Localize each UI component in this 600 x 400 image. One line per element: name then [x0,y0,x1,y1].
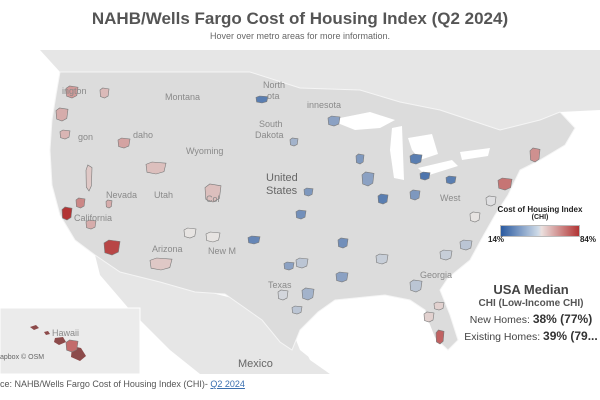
metro-area-memphis[interactable] [335,271,349,283]
metro-area-reno[interactable] [85,164,93,192]
state-label-minnesota: innesota [307,100,342,110]
median-subheading: CHI (Low-Income CHI) [478,298,584,309]
state-label-new-mexico: New M [208,246,237,256]
metro-area-charlotte[interactable] [439,249,453,261]
state-label-hawaii: Hawaii [52,328,80,338]
metro-area-fargo[interactable] [255,95,269,104]
metro-area-wichita[interactable] [247,235,261,245]
state-label-wyoming: Wyoming [186,146,224,156]
country-label-us-2: States [266,185,298,197]
country-label-us-1: United [266,172,298,184]
state-label-south-dakota-2: Dakota [255,130,284,140]
source-text: ce: NAHB/Wells Fargo Cost of Housing Ind… [0,379,211,389]
source-link[interactable]: Q2 2024 [210,379,245,389]
median-new-label: New Homes: [469,314,530,326]
metro-area-chicago[interactable] [361,171,375,187]
metro-area-cleveland[interactable] [419,171,431,181]
metro-area-tucson[interactable] [183,227,197,239]
metro-area-pittsburgh[interactable] [445,175,457,185]
country-label-mexico: Mexico [238,358,273,370]
metro-area-boise[interactable] [117,137,131,149]
state-label-california: California [74,213,113,223]
metro-area-houston[interactable] [301,287,315,301]
state-label-north-dakota-1: North [263,80,286,90]
metro-area-honolulu[interactable] [65,339,79,353]
state-label-washington: ington [62,86,87,96]
metro-area-tampa[interactable] [423,311,435,323]
metro-area-columbus[interactable] [409,189,421,201]
state-label-north-dakota-2: ota [267,91,280,101]
metro-area-los-angeles[interactable] [103,239,121,256]
metro-area-seattle[interactable] [65,85,79,99]
state-label-south-dakota-1: South [259,119,283,129]
metro-area-new-york[interactable] [497,177,513,191]
metro-area-sacramento[interactable] [75,197,86,209]
metro-area-minneapolis[interactable] [327,115,341,127]
state-label-texas: Texas [268,280,292,290]
metro-area-raleigh[interactable] [459,239,473,251]
page-title: NAHB/Wells Fargo Cost of Housing Index (… [91,9,509,28]
metro-area-omaha[interactable] [303,187,314,197]
map-credit[interactable]: apbox © OSM [0,354,45,361]
legend: Cost of Housing Index (CHI) 14% 84% [484,205,596,244]
metro-area-las-vegas[interactable] [105,199,113,209]
mexico-land [95,255,330,374]
metro-area-sioux-falls[interactable] [289,137,299,147]
state-label-west-virginia: West [440,193,461,203]
canada-land [40,50,600,130]
metro-area-boston[interactable] [529,147,541,163]
median-existing-value: 39% (79... [543,329,598,343]
metro-area-philadelphia[interactable] [485,195,497,207]
state-label-nevada: Nevada [106,190,138,200]
legend-title: Cost of Housing Index [497,205,583,214]
metro-area-orlando[interactable] [433,301,445,311]
state-label-oregon: gon [78,132,94,142]
gulf-of-mexico [300,300,440,374]
state-label-idaho: daho [133,130,154,140]
legend-gradient-bar [500,225,580,237]
metro-area-washington-dc[interactable] [469,211,481,223]
metro-area-oklahoma-city[interactable] [283,261,295,271]
page-subtitle: Hover over metro areas for more informat… [209,31,391,41]
median-new-homes-row: New Homes: 38% (77%) [462,312,600,326]
state-label-arizona: Arizona [152,244,183,254]
state-label-montana: Montana [165,92,201,102]
metro-area-spokane[interactable] [99,87,110,99]
state-label-georgia: Georgia [420,270,453,280]
metro-area-san-antonio[interactable] [291,305,303,315]
legend-max-label: 84% [579,235,596,244]
metro-area-detroit[interactable] [409,153,423,165]
metro-area-milwaukee[interactable] [355,153,365,165]
metro-area-indianapolis[interactable] [377,193,389,205]
metro-area-denver[interactable] [204,183,222,203]
state-label-colorado: Col [206,194,220,204]
metro-area-eugene[interactable] [59,129,71,140]
metro-area-atlanta[interactable] [409,279,423,293]
metro-area-san-francisco[interactable] [61,206,73,221]
state-label-utah: Utah [154,190,174,200]
great-lakes [330,112,490,180]
metro-map[interactable]: ington Montana North ota innesota South … [0,50,600,374]
metro-area-phoenix[interactable] [149,257,173,271]
metro-area-portland[interactable] [55,107,69,122]
metro-area-nashville[interactable] [375,253,389,265]
us-map-svg[interactable] [0,50,600,374]
median-heading: USA Median [493,282,569,297]
source-footer: ce: NAHB/Wells Fargo Cost of Housing Ind… [0,379,245,389]
metro-area-st-louis[interactable] [337,237,349,249]
metro-area-kansas-city[interactable] [295,209,307,220]
usa-median-panel: USA Median CHI (Low-Income CHI) New Home… [462,282,600,343]
median-existing-label: Existing Homes: [464,331,541,343]
metro-area-salt-lake-city[interactable] [145,161,167,175]
median-existing-homes-row: Existing Homes: 39% (79... [462,329,600,343]
legend-min-label: 14% [488,235,505,244]
metro-area-fresno[interactable] [85,219,97,230]
median-new-value: 38% (77%) [532,312,593,326]
metro-area-miami[interactable] [435,329,445,345]
metro-area-dallas[interactable] [295,257,309,269]
metro-area-austin[interactable] [277,289,289,301]
metro-area-albuquerque[interactable] [205,231,221,243]
metro-layer[interactable] [55,85,541,353]
legend-subtitle: (CHI) [531,214,549,221]
